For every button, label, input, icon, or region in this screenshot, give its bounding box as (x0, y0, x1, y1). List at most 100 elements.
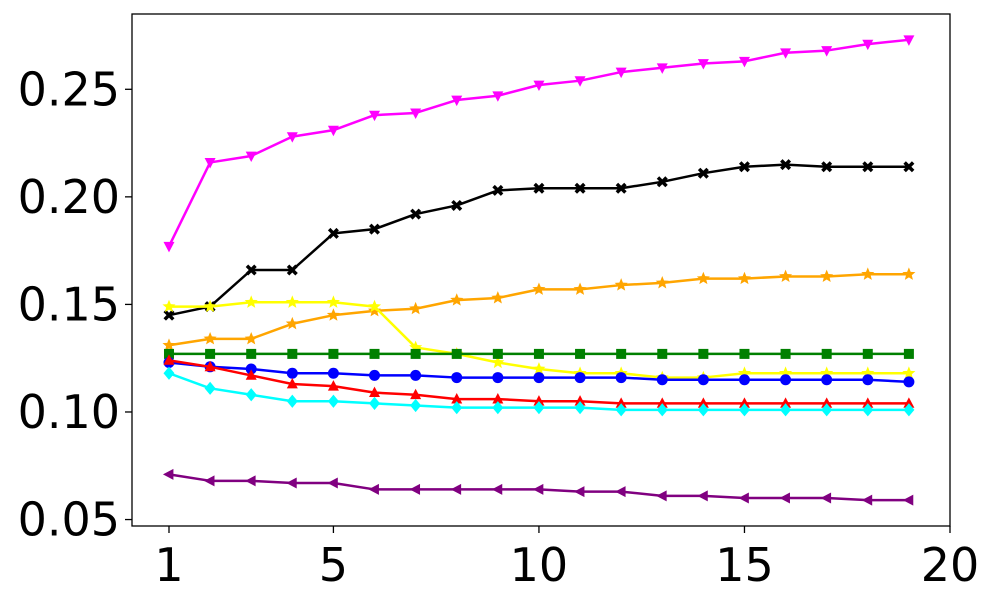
data-point (697, 397, 709, 408)
y-axis: 0.05 0.10 0.15 0.20 0.25 (18, 62, 132, 547)
data-point (492, 401, 504, 415)
data-point (286, 367, 298, 379)
data-point (862, 161, 874, 173)
data-point (738, 492, 749, 504)
data-point (820, 269, 834, 283)
data-point (532, 362, 546, 375)
data-point (903, 376, 915, 388)
data-point (204, 360, 216, 372)
y-tick-label: 0.25 (18, 62, 120, 116)
data-point (367, 299, 382, 313)
series-1 (163, 159, 915, 321)
data-point (163, 348, 174, 359)
x-tick-label: 5 (319, 538, 348, 592)
data-point (368, 483, 379, 495)
data-point (862, 39, 874, 51)
data-point (903, 397, 915, 408)
data-point (328, 348, 339, 359)
data-point (861, 366, 875, 379)
data-point (367, 303, 382, 317)
data-point (575, 348, 586, 359)
data-point (450, 293, 464, 306)
data-point (163, 241, 175, 253)
data-point (369, 386, 381, 398)
data-point (285, 316, 299, 330)
data-point (203, 331, 217, 345)
series-8 (162, 468, 914, 506)
series-layer (162, 35, 916, 506)
data-point (697, 403, 709, 417)
data-point (205, 348, 216, 359)
data-point (573, 282, 587, 295)
data-point (655, 276, 669, 289)
data-point (574, 372, 586, 384)
data-point (286, 132, 298, 143)
data-point (862, 397, 874, 408)
data-point (780, 48, 792, 59)
data-point (162, 338, 176, 351)
data-point (245, 475, 256, 487)
data-point (286, 264, 298, 276)
series-0 (163, 35, 915, 253)
data-point (656, 374, 668, 386)
data-point (451, 199, 463, 211)
data-point (491, 355, 505, 369)
data-point (615, 372, 627, 384)
data-point (903, 35, 915, 46)
series-7 (163, 366, 915, 417)
data-point (245, 264, 257, 276)
data-point (615, 67, 627, 79)
data-point (696, 271, 710, 285)
data-point (738, 56, 750, 68)
data-point (903, 161, 915, 173)
data-point (369, 396, 381, 410)
data-point (245, 363, 257, 375)
x-tick-label: 10 (510, 538, 569, 592)
data-point (410, 348, 421, 359)
data-point (327, 477, 338, 489)
data-point (821, 46, 833, 57)
data-point (574, 401, 586, 415)
data-point (245, 369, 257, 380)
data-point (821, 374, 833, 386)
data-point (574, 182, 586, 194)
data-point (533, 372, 545, 384)
data-point (820, 366, 834, 379)
data-point (327, 227, 339, 239)
series-4 (163, 348, 914, 359)
data-point (821, 348, 832, 359)
data-point (450, 483, 462, 495)
data-point (286, 394, 298, 408)
data-point (410, 398, 422, 413)
data-point (369, 369, 381, 381)
data-point (862, 403, 874, 417)
y-tick-label: 0.15 (18, 277, 120, 331)
data-point (326, 308, 340, 321)
data-point (491, 483, 503, 495)
data-point (492, 372, 504, 384)
data-point (780, 397, 792, 408)
data-point (656, 490, 667, 502)
data-point (286, 477, 297, 489)
data-point (615, 397, 627, 408)
data-point (574, 395, 586, 406)
data-point (533, 395, 545, 406)
data-point (697, 490, 708, 502)
data-point (615, 182, 627, 194)
data-point (163, 366, 175, 380)
data-point (780, 348, 791, 359)
data-point (369, 348, 380, 359)
data-point (451, 372, 463, 384)
data-point (203, 299, 217, 313)
data-point (491, 291, 505, 304)
data-point (327, 125, 339, 137)
data-point (821, 403, 833, 417)
data-point (451, 348, 462, 359)
data-point (574, 76, 586, 87)
data-point (245, 388, 257, 402)
data-point (615, 403, 627, 417)
data-point (697, 167, 709, 179)
data-point (451, 95, 463, 107)
y-tick-label: 0.20 (18, 170, 120, 224)
